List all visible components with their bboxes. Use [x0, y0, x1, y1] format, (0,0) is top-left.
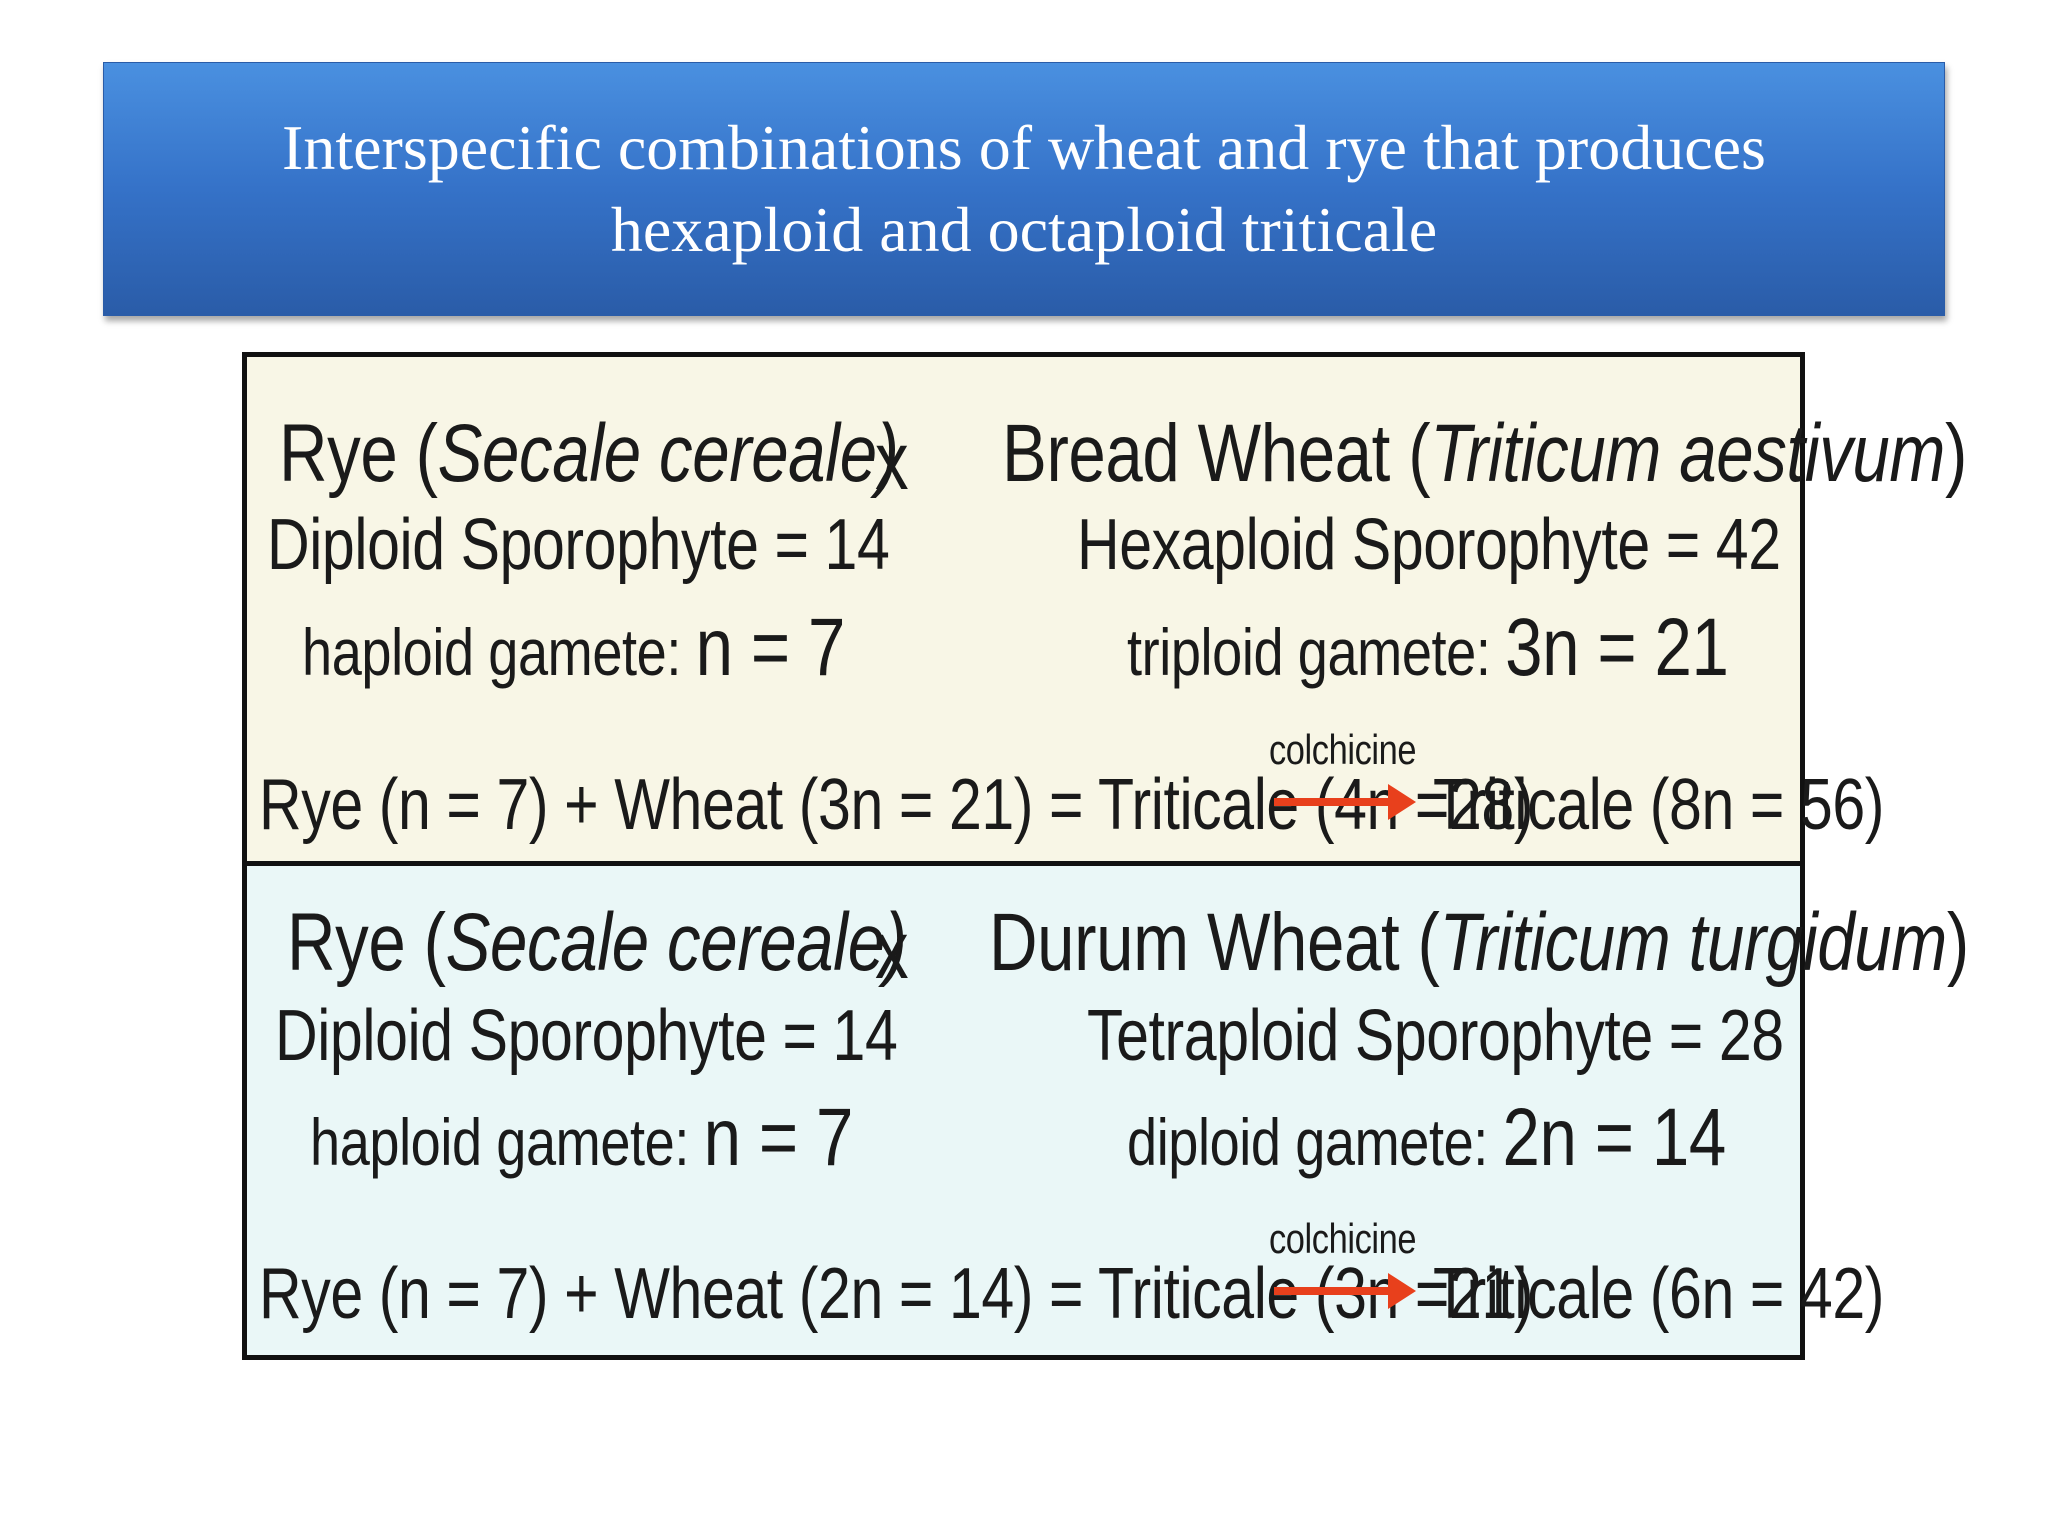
rye-name: Rye (Secale cereale) — [279, 409, 899, 499]
bread-wheat-name: Bread Wheat (Triticum aestivum) — [1002, 409, 1967, 499]
equation-right: Triticale (8n = 56) — [1433, 765, 1885, 845]
rye-species: Secale cereale) — [445, 897, 907, 988]
rye-gamete-value: n = 7 — [695, 602, 846, 693]
rye-species: Secale cereale) — [437, 408, 899, 499]
bread-wheat-name-suffix: ) — [1945, 408, 1968, 499]
rye-sporophyte: Diploid Sporophyte = 14 — [267, 505, 890, 585]
arrow-icon — [1274, 1273, 1416, 1309]
bread-wheat-sporophyte: Hexaploid Sporophyte = 42 — [1077, 505, 1781, 585]
colchicine-label: colchicine — [1269, 1215, 1417, 1262]
durum-wheat-gamete-label: diploid gamete: — [1127, 1105, 1503, 1179]
rye-name-prefix: Rye ( — [287, 897, 446, 988]
rye-name: Rye (Secale cereale) — [287, 898, 907, 988]
title-banner: Interspecific combinations of wheat and … — [103, 62, 1945, 316]
panel-durum-wheat-cross: Rye (Secale cereale) x Durum Wheat (Trit… — [242, 861, 1969, 1360]
durum-wheat-gamete-value: 2n = 14 — [1502, 1092, 1727, 1183]
durum-wheat-name-suffix: ) — [1946, 897, 1969, 988]
title-line-2: hexaploid and octaploid triticale — [610, 194, 1438, 265]
equation-right: Triticale (6n = 42) — [1433, 1254, 1885, 1334]
durum-wheat-name: Durum Wheat (Triticum turgidum) — [989, 898, 1969, 988]
durum-wheat-sporophyte: Tetraploid Sporophyte = 28 — [1087, 996, 1784, 1076]
rye-sporophyte: Diploid Sporophyte = 14 — [275, 996, 898, 1076]
cross-symbol: x — [875, 416, 909, 507]
rye-gamete-value: n = 7 — [703, 1092, 854, 1183]
colchicine-label: colchicine — [1269, 726, 1417, 773]
bread-wheat-name-prefix: Bread Wheat ( — [1002, 408, 1431, 499]
durum-wheat-species: Triticum turgidum — [1439, 897, 1948, 988]
rye-name-prefix: Rye ( — [279, 408, 438, 499]
arrow-icon — [1274, 784, 1416, 820]
durum-wheat-name-prefix: Durum Wheat ( — [989, 897, 1440, 988]
slide-title: Interspecific combinations of wheat and … — [282, 107, 1766, 271]
rye-gamete: haploid gamete: n = 7 — [310, 1097, 853, 1180]
rye-gamete-label: haploid gamete: — [310, 1105, 704, 1179]
panel-bread-wheat-cross: Rye (Secale cereale) x Bread Wheat (Trit… — [242, 352, 1967, 866]
cross-symbol: x — [875, 905, 909, 996]
durum-wheat-gamete: diploid gamete: 2n = 14 — [1127, 1097, 1726, 1180]
rye-gamete-label: haploid gamete: — [302, 615, 696, 689]
rye-gamete: haploid gamete: n = 7 — [302, 607, 845, 690]
bread-wheat-species: Triticum aestivum — [1430, 408, 1946, 499]
bread-wheat-gamete-value: 3n = 21 — [1505, 602, 1729, 693]
bread-wheat-gamete-label: triploid gamete: — [1127, 615, 1506, 689]
title-line-1: Interspecific combinations of wheat and … — [282, 112, 1766, 183]
bread-wheat-gamete: triploid gamete: 3n = 21 — [1127, 607, 1729, 690]
